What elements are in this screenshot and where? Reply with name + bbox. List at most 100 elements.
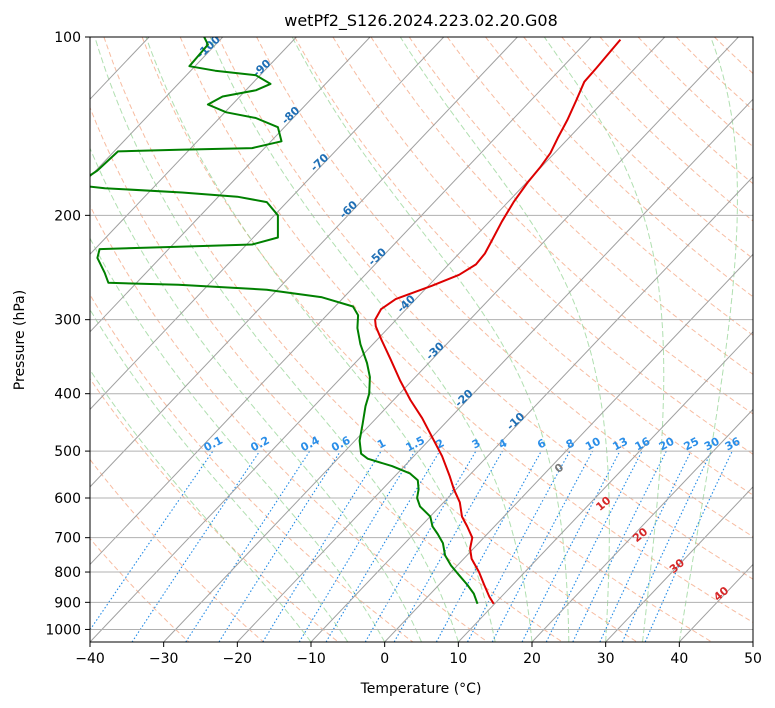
dry-adiabat [256,37,753,538]
dry-adiabat [90,377,339,642]
dry-adiabat [179,37,753,623]
isotherm-line [90,37,445,411]
isotherm-line [752,641,753,642]
y-tick-label: 300 [54,313,81,329]
y-axis: 100 200 300 400 500 600 700 800 900 1000 [45,30,90,638]
isotherm-line [0,37,2,642]
x-tick-label: 50 [744,651,762,667]
moist-adiabat [399,37,610,642]
dewpoint-line [90,37,479,605]
adiabat-label: 0 [552,461,566,476]
x-axis-label: Temperature (°C) [360,681,482,697]
dry-adiabat [90,106,563,642]
y-tick-label: 900 [54,595,81,611]
isotherm-line [90,37,666,642]
isotherm-label: -70 [308,151,332,174]
adiabat-label: 20 [630,525,650,545]
moist-adiabat [291,37,570,642]
mixing-ratio-line [435,450,542,642]
mixing-ratio-line [325,450,441,642]
background-lines [90,37,753,642]
mixing-ratio-line [545,450,643,642]
isotherm-line [90,37,592,566]
moist-adiabat [90,147,422,642]
gridlines [0,37,753,642]
isotherm-label: -60 [337,198,361,221]
dry-adiabat [446,37,753,336]
x-axis: −40 −30 −20 −10 0 10 20 30 40 50 [75,642,762,667]
x-tick-label: 40 [670,651,688,667]
mixing-ratio-label: 4 [496,436,509,451]
mixing-ratio-line [262,450,382,642]
y-tick-label: 700 [54,531,81,547]
dry-adiabat [599,37,753,185]
mixing-ratio-label: 25 [682,435,702,454]
mixing-ratio-label: 36 [723,435,743,454]
mixing-ratio-line [521,450,621,642]
isotherm-label: -80 [279,104,303,127]
dry-adiabat [561,37,753,222]
mixing-ratio-line [621,450,712,642]
moist-adiabat [90,308,349,642]
y-tick-label: 100 [54,30,81,46]
isotherm-line [163,37,739,642]
dry-adiabat [90,458,264,642]
isotherm-line [90,37,297,256]
isotherm-label: -50 [366,245,390,268]
mixing-ratio-label: 10 [583,435,603,454]
mixing-ratio-line [90,450,214,631]
y-tick-label: 1000 [45,622,81,638]
dry-adiabat [637,37,753,148]
dry-adiabat [141,37,712,642]
dry-adiabat [523,37,753,260]
x-tick-label: 20 [523,651,541,667]
isotherm-line [90,37,371,333]
mixing-ratio-line [599,450,692,642]
mixing-ratio-line [644,450,733,642]
dry-adiabat [103,37,638,642]
mixing-ratio-line [491,450,594,642]
dry-adiabat [294,37,753,496]
mixing-ratio-line [364,450,477,642]
isotherm-line [310,176,753,642]
mixing-ratio-label: 30 [702,435,722,454]
mixing-ratio-line [185,450,311,642]
y-tick-label: 600 [54,491,81,507]
dry-adiabat [714,37,753,75]
mixing-ratio-label: 13 [610,435,630,454]
x-tick-label: −10 [296,651,326,667]
temperature-line [374,38,622,605]
moist-adiabat [543,37,665,642]
moist-adiabat [209,37,533,642]
dry-adiabat [332,37,753,455]
isotherm-line [531,408,753,642]
mixing-ratio-label: 1 [375,436,388,451]
isotherm-label: -10 [504,410,528,433]
mixing-ratio-line [131,450,261,642]
x-tick-label: 0 [380,651,389,667]
dry-adiabat [90,537,190,642]
mixing-ratio-line [572,450,667,642]
isotherm-line [90,37,224,178]
dry-adiabat [370,37,753,415]
dry-adiabat [408,37,753,375]
y-axis-label: Pressure (hPa) [12,290,28,390]
isopleth-labels: 0.1 0.2 0.4 0.6 1 1.5 2 3 4 6 8 10 13 16 20 25 30 36-100-… [194,37,743,604]
mixing-ratio-line [218,450,341,642]
x-tick-label: −30 [149,651,179,667]
x-tick-label: −40 [75,651,105,667]
moist-adiabat [145,37,496,642]
mixing-ratio-label: 20 [657,435,677,454]
y-tick-label: 400 [54,387,81,403]
moist-adiabat [678,37,738,642]
profile-series [90,37,622,605]
dry-adiabat [752,37,753,39]
x-tick-label: 30 [597,651,615,667]
dry-adiabat [485,37,753,298]
chart-title: wetPf2_S126.2024.223.02.20.G08 [284,11,558,31]
dry-adiabat [90,204,488,642]
isotherm-line [90,37,518,488]
y-tick-label: 800 [54,565,81,581]
moist-adiabat [94,37,459,642]
